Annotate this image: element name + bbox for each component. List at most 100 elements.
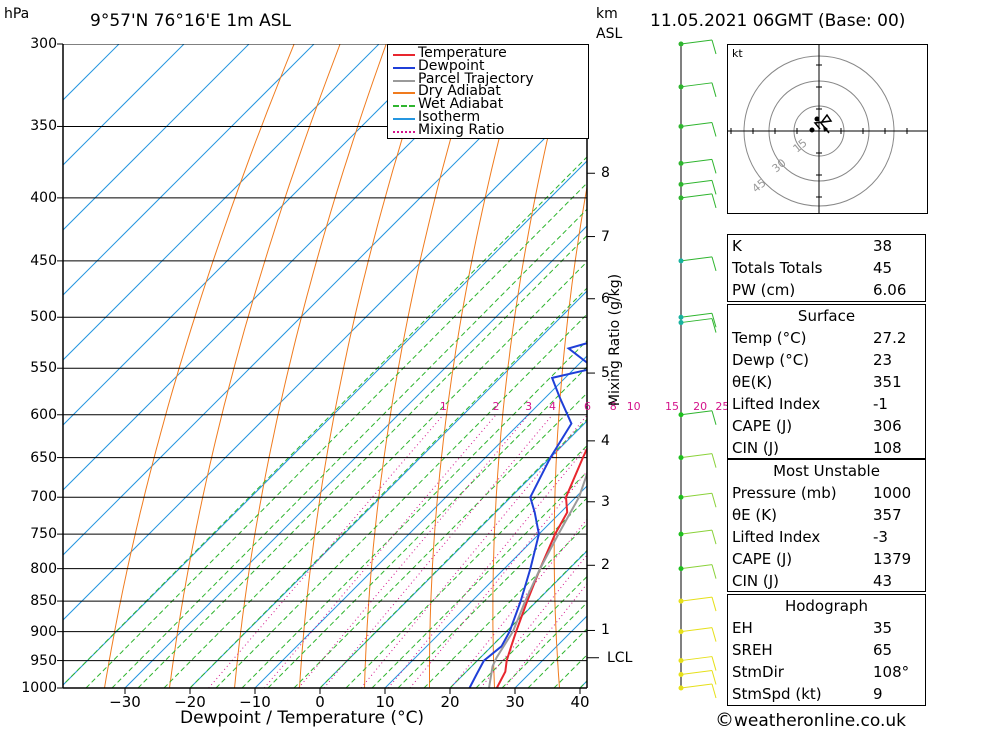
wind-level-dot <box>678 629 684 635</box>
mixing-ratio-line <box>387 445 587 688</box>
temperature-tick-label: −10 <box>239 693 271 711</box>
pressure-axis-unit: hPa <box>4 6 30 22</box>
wind-barb-feather <box>711 627 717 642</box>
index-label: CIN (J) <box>732 439 780 457</box>
x-axis-label: Dewpoint / Temperature (°C) <box>180 708 425 728</box>
wind-level-dot <box>678 412 684 418</box>
wind-level-dot <box>678 685 684 691</box>
hodo-header-row: Hodograph <box>728 595 925 617</box>
hodograph-ring-label: 45 <box>750 176 769 195</box>
index-value: 1000 <box>873 484 912 502</box>
legend-swatch <box>393 66 415 69</box>
wind-barb <box>680 453 713 459</box>
pressure-tick-label: 400 <box>30 189 57 206</box>
legend-label: Isotherm <box>418 109 481 125</box>
mu-row-pressure: Pressure (mb) 1000 <box>728 482 925 504</box>
wind-level-dot <box>678 84 684 90</box>
isotherm-line <box>254 355 587 688</box>
pressure-tick-label: 950 <box>30 652 57 669</box>
dry-adiabat-line <box>234 44 387 688</box>
index-row-pw: PW (cm) 6.06 <box>728 279 925 301</box>
wind-level-dot <box>678 320 684 326</box>
legend-item: Parcel Trajectory <box>388 72 588 87</box>
legend-label: Wet Adiabat <box>418 96 504 113</box>
wind-barb <box>680 256 713 262</box>
mu-row-cape: CAPE (J) 1379 <box>728 548 925 570</box>
mixing-ratio-line <box>208 414 444 688</box>
lcl-label: LCL <box>607 649 633 666</box>
wind-barb <box>680 564 713 570</box>
wind-barb <box>680 669 713 675</box>
isotherm-line <box>63 95 587 621</box>
index-label: PW (cm) <box>732 281 796 299</box>
mixing-ratio-axis-label: Mixing Ratio (g/kg) <box>607 273 623 407</box>
index-label: CAPE (J) <box>732 417 793 435</box>
temperature-tick-label: 40 <box>570 693 590 711</box>
isotherm-line <box>63 44 510 491</box>
wind-barb <box>680 121 713 127</box>
wind-level-dot <box>678 160 684 166</box>
legend-item: Isotherm <box>388 109 588 125</box>
mixing-ratio-label: 4 <box>549 400 557 413</box>
index-label: SREH <box>732 641 773 659</box>
wind-barb-feather <box>711 193 717 209</box>
surface-row-theta-e: θE(K) 351 <box>728 371 925 393</box>
section-header: Surface <box>797 307 856 325</box>
legend-item: Dewpoint <box>388 57 588 74</box>
wind-level-dot <box>678 181 684 187</box>
index-label: K <box>732 237 742 255</box>
mixing-ratio-line <box>360 414 587 688</box>
wind-barb <box>680 39 713 45</box>
pressure-tick-label: 300 <box>30 36 57 52</box>
height-tick-label: 4 <box>601 432 610 449</box>
dry-adiabat-line <box>984 44 1000 688</box>
run-datetime: 11.05.2021 06GMT (Base: 00) <box>650 11 906 31</box>
isotherm-line <box>384 485 587 688</box>
wind-level-dot <box>678 566 684 572</box>
wind-barb-feather <box>711 670 717 685</box>
wind-barb-feather <box>711 82 717 97</box>
pressure-tick-label: 1000 <box>21 680 57 696</box>
temperature-tick-label: 0 <box>315 693 325 711</box>
wind-barb <box>680 492 713 498</box>
index-value: -3 <box>873 528 888 546</box>
dry-adiabat-line <box>935 44 1000 688</box>
index-value: 108° <box>873 663 910 681</box>
index-value: -1 <box>873 395 888 413</box>
wind-barb-feather <box>711 656 717 671</box>
legend-label: Dry Adiabat <box>418 83 501 100</box>
index-value: 38 <box>873 237 893 255</box>
mixing-ratio-label: 8 <box>609 400 617 413</box>
wind-level-dot <box>678 531 684 537</box>
legend-label: Temperature <box>418 45 507 61</box>
site-name: weatheronline.co.uk <box>734 711 907 731</box>
wind-barb-feather <box>711 159 717 174</box>
mixing-ratio-line <box>323 414 553 688</box>
index-label: Temp (°C) <box>732 329 807 347</box>
index-label: StmDir <box>732 663 784 681</box>
mu-row-li: Lifted Index -3 <box>728 526 925 548</box>
section-header: Most Unstable <box>773 462 880 480</box>
index-value: 1379 <box>873 550 912 568</box>
hodograph-unit: kt <box>732 47 743 60</box>
legend-swatch <box>393 92 415 95</box>
hodograph: kt 15 30 45 <box>727 44 928 214</box>
wind-barb <box>680 627 713 633</box>
height-axis-reference: ASL <box>596 26 623 42</box>
legend-label: Dewpoint <box>418 57 485 74</box>
basic-indices-box: K 38 Totals Totals 45 PW (cm) 6.06 <box>727 234 926 302</box>
surface-row-cin: CIN (J) 108 <box>728 437 925 459</box>
surface-header-row: Surface <box>728 305 925 327</box>
index-value: 27.2 <box>873 329 907 347</box>
index-label: θE (K) <box>732 506 777 524</box>
surface-row-li: Lifted Index -1 <box>728 393 925 415</box>
hodo-row-stmspd: StmSpd (kt) 9 <box>728 683 925 705</box>
index-value: 23 <box>873 351 893 369</box>
index-label: EH <box>732 619 753 637</box>
wind-level-dot <box>678 123 684 129</box>
height-tick-label: 5 <box>601 365 610 382</box>
dewpoint-profile <box>468 342 587 688</box>
mixing-ratio-line <box>409 470 587 688</box>
wind-barb-feather <box>711 313 717 328</box>
wind-barb-feather <box>711 410 717 425</box>
